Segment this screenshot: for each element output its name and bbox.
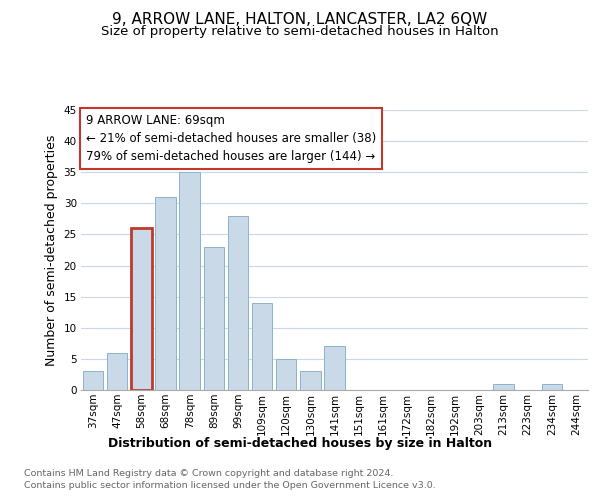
Bar <box>542 384 562 390</box>
Text: Contains HM Land Registry data © Crown copyright and database right 2024.: Contains HM Land Registry data © Crown c… <box>24 469 394 478</box>
Text: 9, ARROW LANE, HALTON, LANCASTER, LA2 6QW: 9, ARROW LANE, HALTON, LANCASTER, LA2 6Q… <box>112 12 488 28</box>
Bar <box>107 352 127 390</box>
Bar <box>227 216 248 390</box>
Bar <box>131 228 152 390</box>
Bar <box>324 346 345 390</box>
Bar <box>300 372 320 390</box>
Bar <box>252 303 272 390</box>
Text: Contains public sector information licensed under the Open Government Licence v3: Contains public sector information licen… <box>24 481 436 490</box>
Bar <box>83 372 103 390</box>
Text: Size of property relative to semi-detached houses in Halton: Size of property relative to semi-detach… <box>101 25 499 38</box>
Bar <box>179 172 200 390</box>
Bar <box>493 384 514 390</box>
Bar <box>203 247 224 390</box>
Y-axis label: Number of semi-detached properties: Number of semi-detached properties <box>45 134 58 366</box>
Text: Distribution of semi-detached houses by size in Halton: Distribution of semi-detached houses by … <box>108 438 492 450</box>
Text: 9 ARROW LANE: 69sqm
← 21% of semi-detached houses are smaller (38)
79% of semi-d: 9 ARROW LANE: 69sqm ← 21% of semi-detach… <box>86 114 376 163</box>
Bar <box>276 359 296 390</box>
Bar <box>155 197 176 390</box>
